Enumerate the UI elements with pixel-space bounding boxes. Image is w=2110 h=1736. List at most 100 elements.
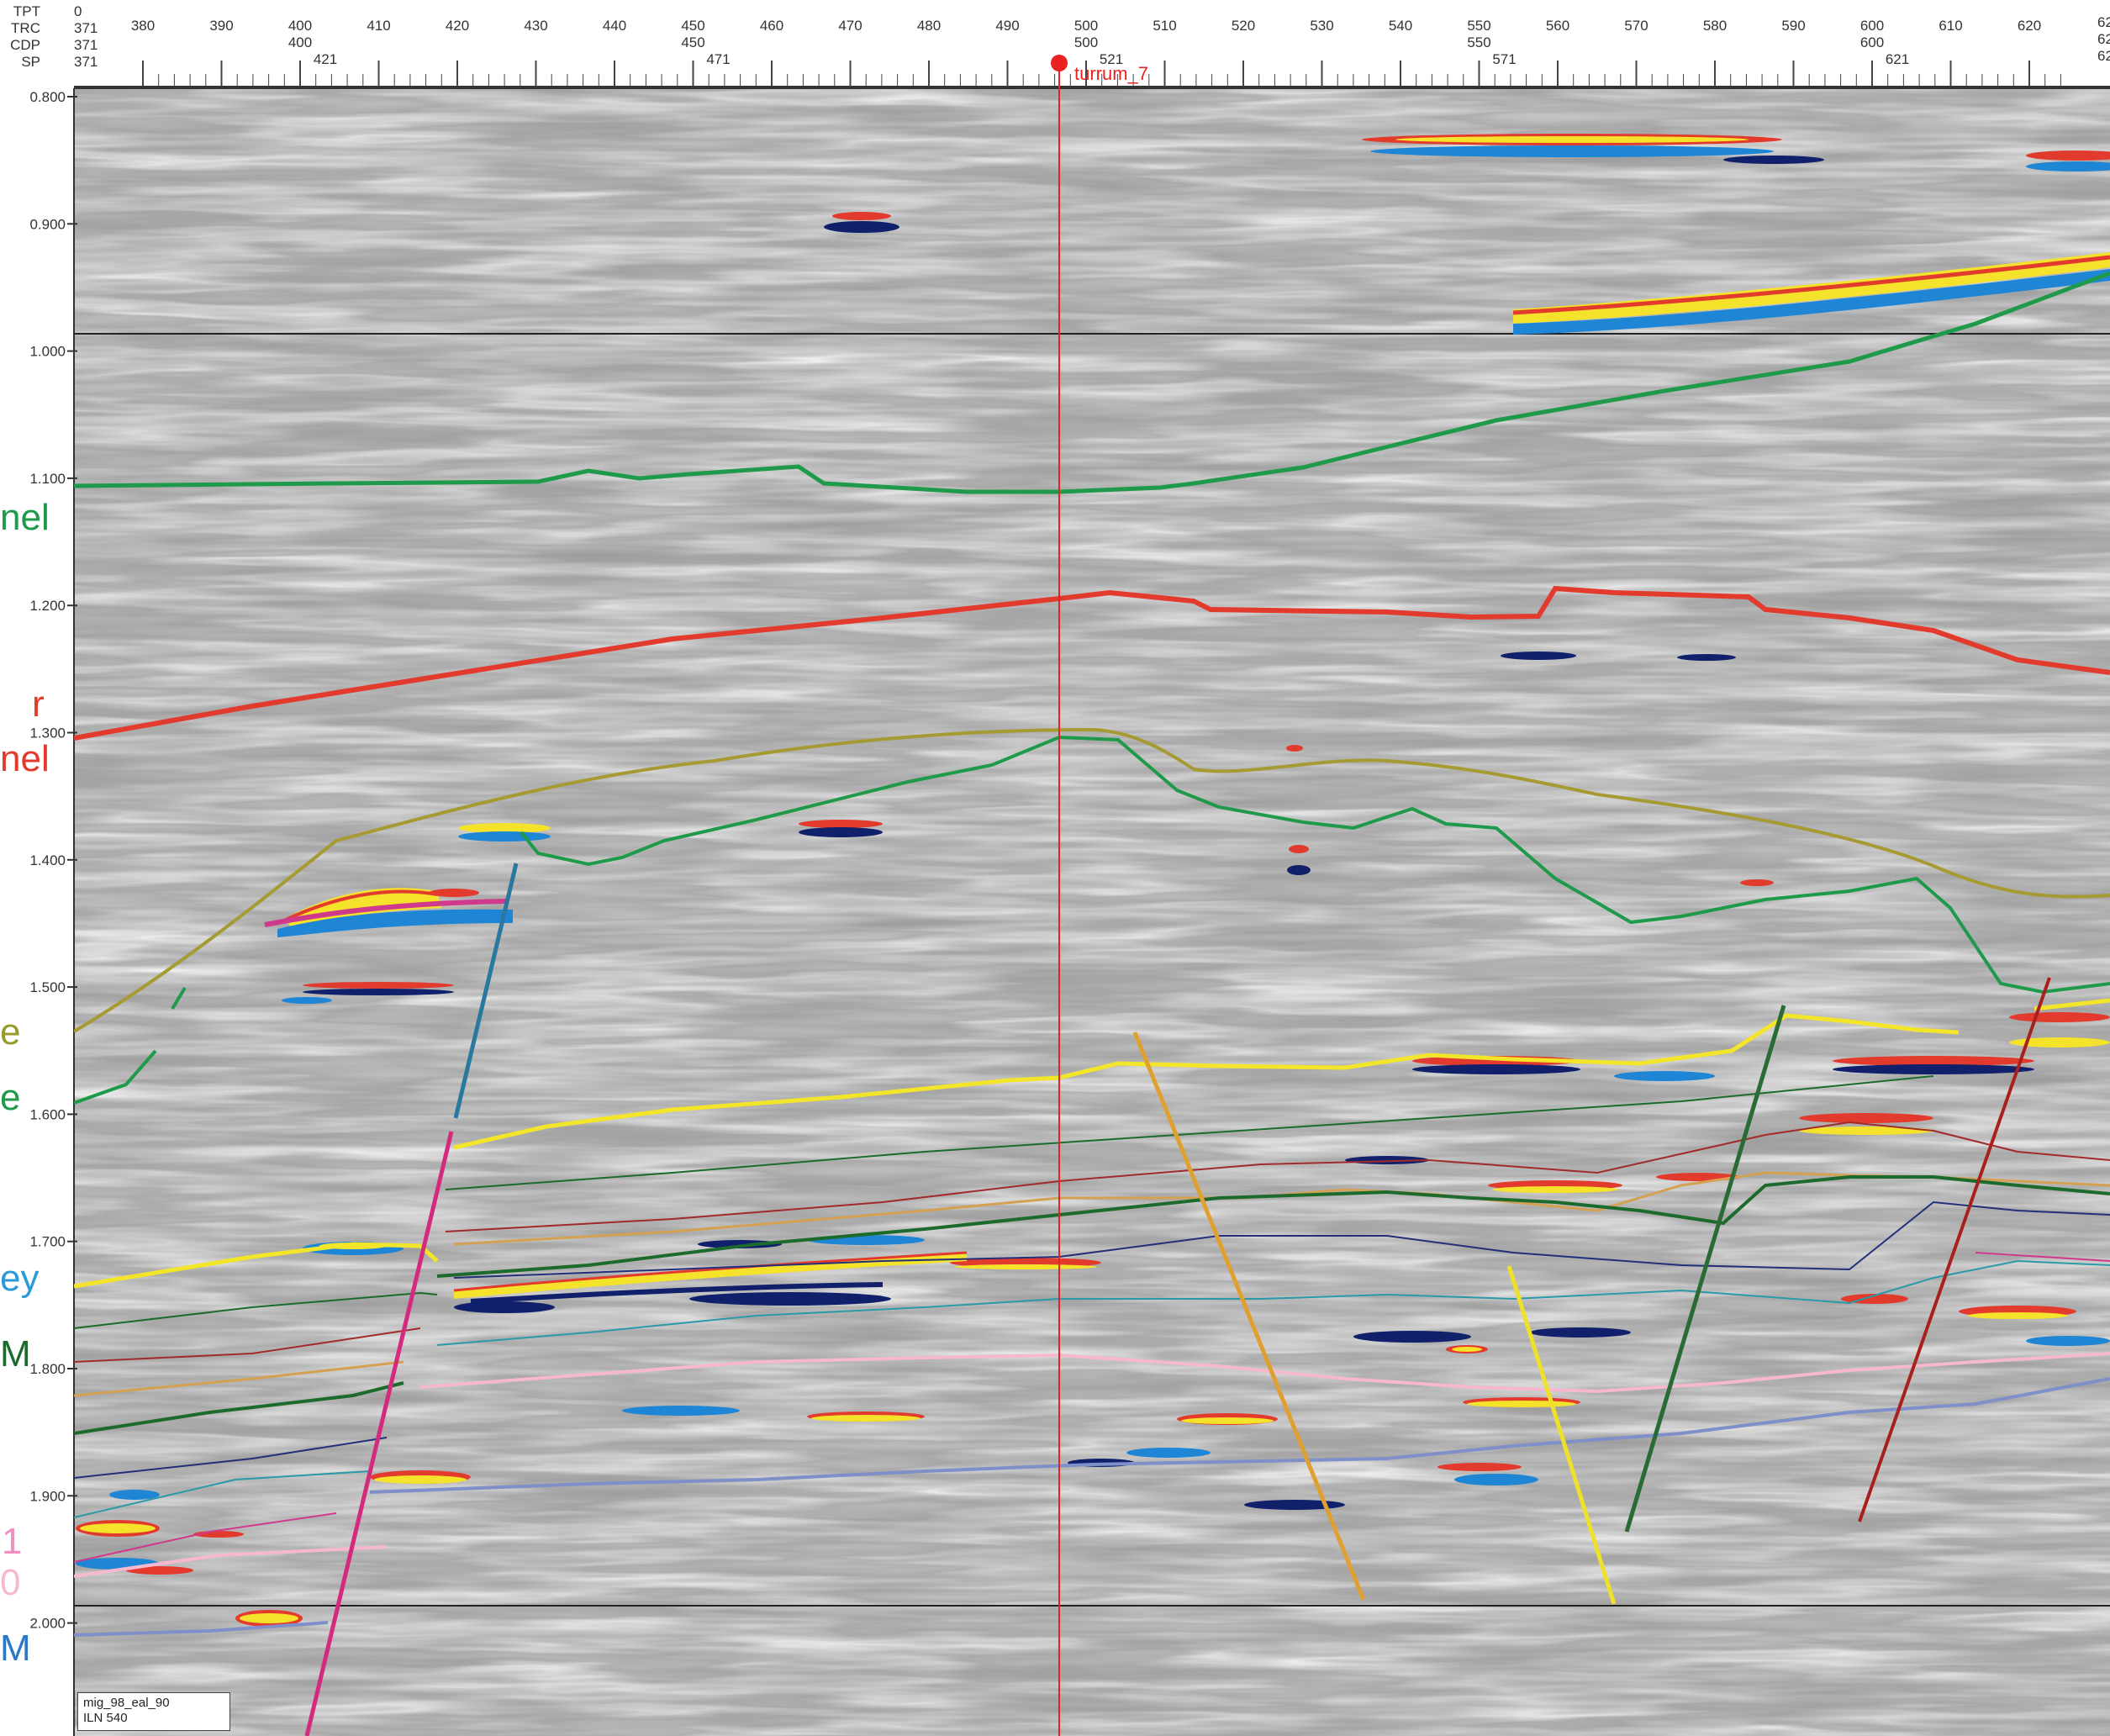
horizon-navy-west[interactable] xyxy=(74,1437,388,1479)
horizon-blue-grey[interactable] xyxy=(369,1377,2110,1494)
horizon-yellow-west[interactable] xyxy=(74,1242,439,1289)
horizon-green-lower[interactable] xyxy=(520,735,2110,995)
header-key-sp: SP xyxy=(21,54,40,70)
anomaly-band xyxy=(1513,269,2110,335)
legend-fragment: 1 xyxy=(2,1521,22,1562)
trace-tick-label: 500 xyxy=(1074,18,1098,34)
anomaly-patch xyxy=(429,889,479,897)
anomaly-band-edge xyxy=(453,1251,968,1292)
horizon-cyan[interactable] xyxy=(436,1259,2110,1346)
legend-fragment: ey xyxy=(0,1258,39,1299)
time-label: 1.400 xyxy=(29,852,66,868)
fault-teal[interactable] xyxy=(453,863,519,1119)
trace-tick-label: 540 xyxy=(1389,18,1412,34)
trace-tick-label: 450 xyxy=(681,18,704,34)
header-key-tpt: TPT xyxy=(13,3,40,19)
anomaly-patch xyxy=(832,212,891,220)
trace-tick-label: 380 xyxy=(131,18,155,34)
anomaly-patch xyxy=(824,221,899,233)
anomaly-patch xyxy=(1395,136,1749,143)
horizon-dark-green-thin-west[interactable] xyxy=(74,1291,438,1329)
fault-orange[interactable] xyxy=(1132,1032,1366,1601)
cdp-tick-label: 600 xyxy=(1860,34,1884,50)
time-axis-labels: 0.800 0.900 1.000 1.100 1.200 1.300 1.400 1.500… xyxy=(29,89,77,1632)
time-label: 1.300 xyxy=(29,726,66,741)
legend-fragment: e xyxy=(0,1077,20,1118)
horizon-pink-west[interactable] xyxy=(74,1545,388,1578)
horizon-red[interactable] xyxy=(74,585,2110,741)
anomaly-patch xyxy=(1370,145,1774,157)
fault-green[interactable] xyxy=(1624,1005,1786,1533)
horizon-yellow[interactable] xyxy=(453,1013,1960,1150)
anomaly-patch xyxy=(1833,1056,2034,1066)
anomaly-patch xyxy=(1412,1064,1580,1074)
anomaly-patch xyxy=(1244,1500,1345,1510)
horizon-brown-red[interactable] xyxy=(445,1121,2110,1232)
horizon-dark-green[interactable] xyxy=(436,1175,2110,1278)
anomaly-patch xyxy=(126,1566,193,1575)
horizon-dark-green-west[interactable] xyxy=(74,1381,404,1435)
trace-tick-label: 520 xyxy=(1232,18,1255,34)
anomaly-patch xyxy=(2026,150,2110,161)
sp-tick-label: 621 xyxy=(1886,51,1909,67)
horizon-olive[interactable] xyxy=(74,727,2110,1033)
anomaly-patch xyxy=(811,1415,920,1422)
anomaly-patch xyxy=(799,827,883,837)
sp-tick-label: 421 xyxy=(314,51,337,67)
anomaly-patch xyxy=(1437,1463,1522,1471)
anomaly-band xyxy=(454,1253,967,1299)
legend-fragment: nel xyxy=(0,497,50,538)
cdp-tick-label: 400 xyxy=(288,34,312,50)
anomaly-patch-edge xyxy=(285,889,438,921)
anomaly-patch xyxy=(1467,1401,1576,1407)
fault-red[interactable] xyxy=(1858,977,2051,1522)
header-key-cdp: CDP xyxy=(10,37,40,53)
cdp-tick-label: 500 xyxy=(1074,34,1098,50)
anomaly-patch xyxy=(954,1264,1097,1269)
trace-tick-label: 470 xyxy=(838,18,862,34)
anomaly-patch xyxy=(458,823,551,833)
anomaly-patch xyxy=(1289,845,1309,853)
horizon-magenta-east[interactable] xyxy=(1975,1252,2110,1262)
trace-tick-label: 620 xyxy=(2018,18,2041,34)
fault-magenta[interactable] xyxy=(304,1131,454,1736)
sp-tick-label: 521 xyxy=(1100,51,1123,67)
horizon-brown-red-west[interactable] xyxy=(74,1327,421,1363)
legend-fragment: 0 xyxy=(0,1562,20,1603)
anomaly-patch xyxy=(1614,1071,1715,1081)
anomaly-band xyxy=(470,1282,884,1304)
horizon-blue-grey-west[interactable] xyxy=(74,1621,329,1637)
horizon-pink[interactable] xyxy=(419,1352,2110,1394)
trace-tick-label: 510 xyxy=(1153,18,1176,34)
anomaly-patch xyxy=(1833,1064,2034,1074)
trace-tick-label: 400 xyxy=(288,18,312,34)
horizon-yellow-east[interactable] xyxy=(2034,998,2110,1011)
anomaly-patch xyxy=(698,1240,782,1248)
trace-tick-label: 440 xyxy=(603,18,626,34)
anomaly-patch xyxy=(1740,879,1774,886)
anomaly-patch xyxy=(2026,1336,2110,1346)
cdp-tick-label: 550 xyxy=(1467,34,1490,50)
trace-tick-label: 570 xyxy=(1624,18,1648,34)
horizon-tan-west[interactable] xyxy=(74,1360,404,1397)
horizon-cyan-west[interactable] xyxy=(74,1470,371,1518)
well-name-label: turrum_7 xyxy=(1074,63,1148,84)
fault-yellow[interactable] xyxy=(1506,1265,1617,1605)
anomaly-patch xyxy=(1286,745,1303,752)
time-label: 0.800 xyxy=(29,89,66,105)
horizon-green-lower-west-fragment[interactable] xyxy=(171,986,187,1010)
trace-tick-label: 590 xyxy=(1781,18,1805,34)
horizon-legend: nel r nel e e ey M 1 0 M xyxy=(0,497,50,1669)
time-label: 1.100 xyxy=(29,471,66,487)
time-label: 1.600 xyxy=(29,1106,66,1122)
header-row-keys: TPT TRC CDP SP xyxy=(10,3,40,70)
horizon-magenta-west[interactable] xyxy=(74,1512,337,1563)
anomaly-patch xyxy=(689,1292,891,1306)
trace-tick-label: 490 xyxy=(995,18,1019,34)
header-edge-sp: 62 xyxy=(2097,48,2110,64)
horizon-navy[interactable] xyxy=(453,1200,2110,1279)
anomaly-patch xyxy=(622,1406,740,1416)
horizon-green-lower-west[interactable] xyxy=(74,1049,157,1105)
anomaly-patch xyxy=(277,909,513,937)
